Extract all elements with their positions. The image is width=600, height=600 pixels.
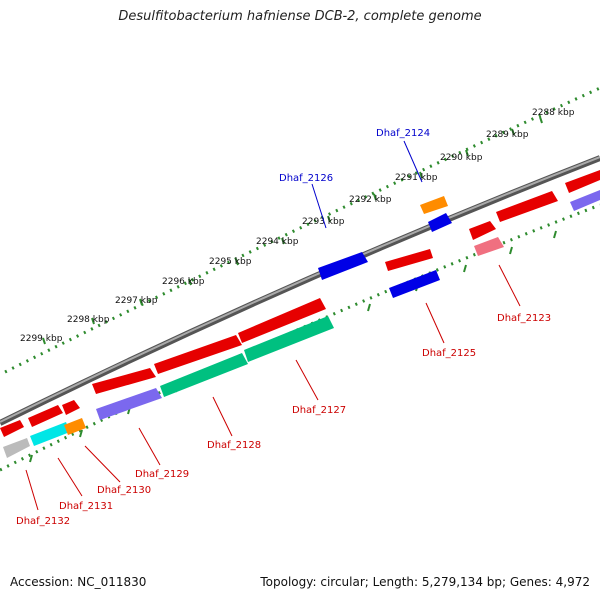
kbp-label-2298: 2298 kbp — [67, 315, 110, 325]
gene-label-2129[interactable]: Dhaf_2129 — [135, 469, 189, 480]
gene-label-2128[interactable]: Dhaf_2128 — [207, 440, 261, 451]
map-title: Desulfitobacterium hafniense DCB-2, comp… — [118, 9, 482, 24]
gene-label-2124[interactable]: Dhaf_2124 — [376, 128, 430, 139]
kbp-label-2291: 2291 kbp — [395, 173, 438, 183]
kbp-label-2296: 2296 kbp — [162, 277, 205, 287]
gene-block-teal-b[interactable] — [244, 316, 334, 362]
gene-arrow-2131a[interactable] — [28, 405, 63, 427]
forward-strand-genes — [0, 170, 600, 437]
gene-label-2130[interactable]: Dhaf_2130 — [97, 485, 151, 496]
gene-block-blue-a[interactable] — [318, 252, 368, 280]
gene-block-teal-a[interactable] — [160, 353, 248, 397]
gene-block-blue-b[interactable] — [389, 270, 440, 298]
gene-arrow-2129a[interactable] — [92, 368, 156, 394]
gene-label-2125[interactable]: Dhaf_2125 — [422, 348, 476, 359]
gene-arrow-2132a[interactable] — [0, 420, 24, 437]
inner-ticks — [29, 230, 557, 463]
kbp-label-2292: 2292 kbp — [349, 195, 392, 205]
gene-block-grey[interactable] — [3, 438, 30, 458]
reverse-strand-genes — [3, 190, 600, 458]
kbp-label-2288: 2288 kbp — [532, 108, 575, 118]
kbp-label-2294: 2294 kbp — [256, 237, 299, 247]
gene-block-orange-a[interactable] — [64, 418, 86, 435]
kbp-ticks — [42, 116, 543, 345]
kbp-dotted-ring — [4, 86, 600, 374]
kbp-label-2299: 2299 kbp — [20, 334, 63, 344]
gene-label-2131[interactable]: Dhaf_2131 — [59, 501, 113, 512]
gene-arrow-2122[interactable] — [565, 170, 600, 193]
gene-arrow-2130a[interactable] — [62, 400, 80, 415]
genome-backbone-highlight — [0, 156, 600, 423]
gene-label-2132[interactable]: Dhaf_2132 — [16, 516, 70, 527]
gene-arrow-2127a[interactable] — [238, 298, 326, 343]
genome-backbone — [0, 155, 600, 426]
kbp-label-2297: 2297 kbp — [115, 296, 158, 306]
gene-block-purple-a[interactable] — [96, 388, 162, 420]
gene-block-blue-c[interactable] — [428, 213, 452, 232]
gene-block-orange-b[interactable] — [420, 196, 448, 214]
gene-block-pink[interactable] — [474, 237, 504, 256]
gene-label-2126[interactable]: Dhaf_2126 — [279, 173, 333, 184]
gene-arrow-2123a[interactable] — [469, 221, 496, 240]
label-leaders — [25, 140, 521, 511]
kbp-label-2289: 2289 kbp — [486, 130, 529, 140]
accession-text: Accession: NC_011830 — [10, 575, 147, 589]
kbp-label-2290: 2290 kbp — [440, 153, 483, 163]
gene-block-cyan[interactable] — [30, 422, 70, 446]
gene-arrow-2125a[interactable] — [385, 249, 433, 271]
topology-text: Topology: circular; Length: 5,279,134 bp… — [260, 575, 590, 589]
gene-block-purple-b[interactable] — [570, 190, 600, 211]
gene-arrow-2123b[interactable] — [496, 191, 558, 222]
gene-label-2123[interactable]: Dhaf_2123 — [497, 313, 551, 324]
kbp-label-2295: 2295 kbp — [209, 257, 252, 267]
gene-arrow-2128a[interactable] — [154, 335, 242, 374]
gene-label-2127[interactable]: Dhaf_2127 — [292, 405, 346, 416]
kbp-label-2293: 2293 kbp — [302, 217, 345, 227]
